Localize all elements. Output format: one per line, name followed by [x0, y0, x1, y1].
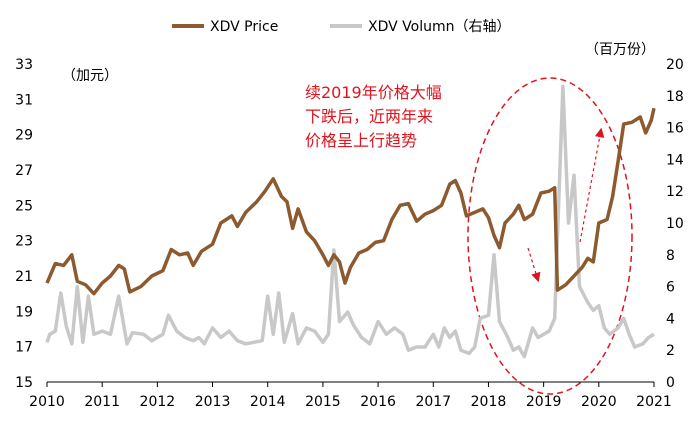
- series-line: [45, 107, 656, 296]
- y2-tick-label: 8: [666, 248, 675, 264]
- annotation: 下跌后，近两年来: [305, 107, 433, 126]
- x-tick-label: 2012: [140, 394, 176, 410]
- highlight-ellipse: [467, 77, 633, 395]
- x-tick-label: 2018: [471, 394, 507, 410]
- y2-tick-label: 20: [666, 57, 684, 73]
- annotation: 价格呈上行趋势: [305, 131, 417, 150]
- y-tick-label: 21: [15, 269, 33, 285]
- y-tick-label: 19: [15, 304, 33, 320]
- y-tick-label: 25: [15, 198, 33, 214]
- y2-tick-label: 16: [666, 121, 684, 137]
- x-tick-label: 2016: [360, 394, 396, 410]
- y-tick-label: 23: [15, 234, 33, 250]
- y2-tick-label: 14: [666, 152, 684, 168]
- x-tick-label: 2015: [305, 394, 341, 410]
- y-tick-label: 31: [15, 92, 33, 108]
- legend-label: XDV Price: [210, 19, 278, 35]
- y2-tick-label: 4: [666, 311, 675, 327]
- y-axis-unit: （加元）: [62, 68, 118, 84]
- y-tick-label: 29: [15, 128, 33, 144]
- annotation: 续2019年价格大幅: [305, 83, 442, 102]
- y2-tick-label: 0: [666, 375, 675, 391]
- x-tick-label: 2019: [526, 394, 562, 410]
- y-tick-label: 17: [15, 340, 33, 356]
- y2-tick-label: 12: [666, 184, 684, 200]
- x-tick-label: 2010: [29, 394, 65, 410]
- x-tick-label: 2011: [84, 394, 120, 410]
- y2-tick-label: 10: [666, 216, 684, 232]
- x-tick-label: 2013: [195, 394, 231, 410]
- x-tick-label: 2014: [250, 394, 286, 410]
- x-tick-label: 2017: [415, 394, 451, 410]
- x-tick-label: 2021: [636, 394, 672, 410]
- y2-axis-unit: （百万份）: [585, 42, 655, 58]
- x-tick-label: 2020: [581, 394, 617, 410]
- y-tick-label: 33: [15, 57, 33, 73]
- legend-label: XDV Volumn（右轴）: [368, 19, 510, 35]
- arrow-up: [579, 127, 605, 243]
- y-tick-label: 27: [15, 163, 33, 179]
- y2-tick-label: 6: [666, 280, 675, 296]
- arrow-down: [527, 247, 541, 283]
- y2-tick-label: 18: [666, 89, 684, 105]
- series-line: [45, 84, 655, 359]
- y2-tick-label: 2: [666, 343, 675, 359]
- y-tick-label: 15: [15, 375, 33, 391]
